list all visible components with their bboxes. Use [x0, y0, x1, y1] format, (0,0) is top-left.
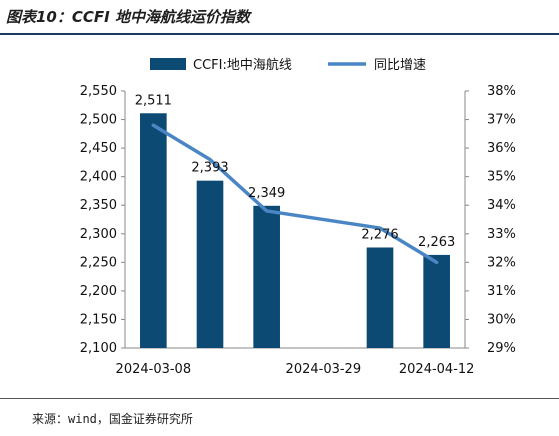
- y-tick-label-right: 31%: [487, 284, 516, 299]
- y-tick-label-left: 2,150: [80, 312, 117, 327]
- bar-data-label: 2,263: [418, 235, 455, 250]
- y-tick-label-left: 2,450: [80, 141, 117, 156]
- y-tick-label-left: 2,550: [80, 84, 117, 99]
- bar: [366, 247, 394, 348]
- x-tick-label: 2024-03-29: [286, 362, 362, 377]
- x-tick-label: 2024-04-12: [399, 362, 475, 377]
- bar-data-label: 2,349: [248, 186, 285, 201]
- legend-label-bar: CCFI:地中海航线: [193, 57, 292, 73]
- y-tick-label-left: 2,350: [80, 198, 117, 213]
- line-path: [151, 123, 439, 265]
- bar: [196, 180, 224, 348]
- x-tick-label: 2024-03-08: [116, 362, 192, 377]
- legend: CCFI:地中海航线 同比增速: [150, 57, 426, 73]
- bar-data-label: 2,276: [361, 227, 398, 242]
- source-note: 来源：wind，国金证券研究所: [32, 412, 193, 426]
- y-tick-label-right: 37%: [487, 113, 516, 128]
- bar: [140, 113, 167, 348]
- y-tick-label-right: 32%: [487, 255, 516, 270]
- y-tick-label-right: 35%: [487, 170, 516, 185]
- y-tick-label-right: 36%: [487, 141, 516, 156]
- chart-title: 图表10：CCFI 地中海航线运价指数: [6, 8, 250, 26]
- y-tick-label-right: 29%: [487, 341, 516, 356]
- data-labels: 2,511 2,393 2,349 2,276 2,263: [135, 93, 456, 250]
- y-tick-label-left: 2,200: [80, 284, 117, 299]
- y-tick-label-left: 2,300: [80, 227, 117, 242]
- line-series: [151, 123, 439, 265]
- y-tick-label-right: 30%: [487, 312, 516, 327]
- bar: [253, 205, 280, 348]
- y-tick-label-right: 38%: [487, 84, 516, 99]
- y-tick-label-right: 33%: [487, 227, 516, 242]
- y-tick-label-left: 2,500: [80, 113, 117, 128]
- y-tick-label-left: 2,100: [80, 341, 117, 356]
- y-tick-label-left: 2,250: [80, 255, 117, 270]
- bar-data-label: 2,511: [135, 93, 172, 108]
- legend-label-line: 同比增速: [374, 58, 426, 73]
- y-tick-label-right: 34%: [487, 198, 516, 213]
- plot-axes: 2,100 2,150 2,200 2,250 2,300 2,350 2,400 2,450…: [80, 84, 516, 377]
- bar-data-label: 2,393: [191, 161, 228, 176]
- bar-series: [140, 113, 450, 348]
- bar: [423, 254, 450, 348]
- legend-swatch-bar: [150, 58, 186, 70]
- chart-canvas: 2,100 2,150 2,200 2,250 2,300 2,350 2,400 2,450…: [80, 57, 516, 377]
- y-tick-label-left: 2,400: [80, 170, 117, 185]
- title-rule: [0, 33, 559, 35]
- source-rule: [0, 398, 559, 399]
